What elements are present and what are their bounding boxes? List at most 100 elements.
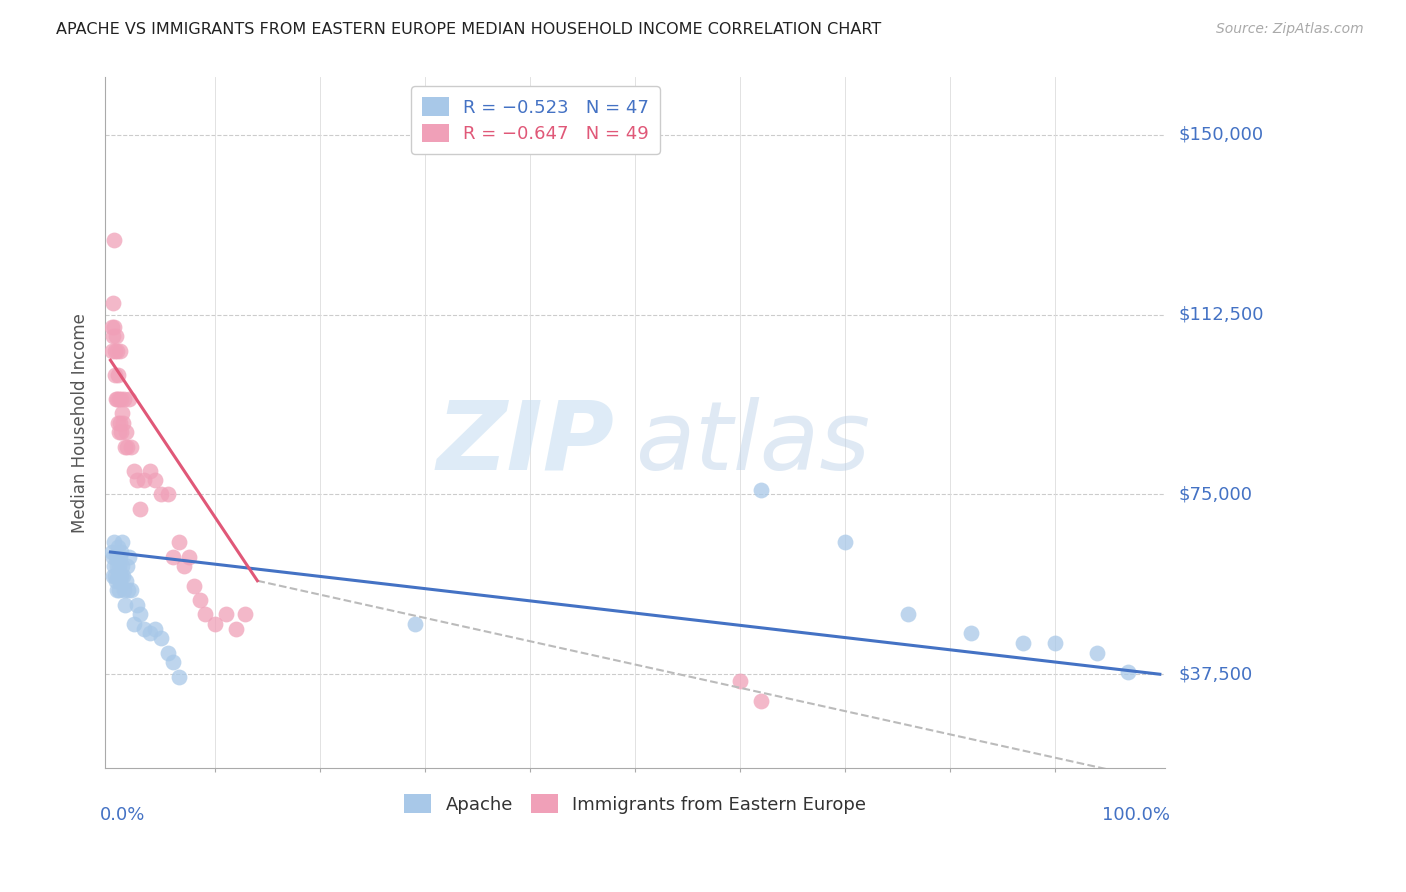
Point [149, 632, 172, 646]
Point [112, 569, 135, 583]
Point [132, 473, 155, 487]
Point [173, 559, 195, 574]
Point [114, 598, 136, 612]
Point [110, 545, 132, 559]
Point [143, 473, 166, 487]
Point [157, 646, 180, 660]
Point [167, 670, 190, 684]
Point [100, 545, 122, 559]
Point [117, 583, 139, 598]
Point [104, 343, 127, 358]
Point [162, 549, 184, 564]
Point [115, 425, 138, 439]
Point [114, 440, 136, 454]
Point [117, 440, 139, 454]
Point [132, 622, 155, 636]
Point [404, 616, 426, 631]
Point [104, 569, 127, 583]
Point [128, 607, 150, 622]
Point [118, 392, 141, 406]
Point [1043, 636, 1066, 650]
Point [122, 463, 145, 477]
Point [107, 416, 129, 430]
Point [108, 583, 131, 598]
Point [108, 416, 131, 430]
Point [104, 329, 127, 343]
Point [834, 535, 856, 549]
Point [179, 549, 201, 564]
Point [749, 693, 772, 707]
Text: ZIP: ZIP [436, 397, 614, 490]
Point [162, 655, 184, 669]
Point [112, 392, 135, 406]
Text: Source: ZipAtlas.com: Source: ZipAtlas.com [1216, 22, 1364, 37]
Point [183, 578, 205, 592]
Point [104, 392, 127, 406]
Point [139, 463, 162, 477]
Point [108, 392, 131, 406]
Point [107, 540, 129, 554]
Point [188, 593, 211, 607]
Point [1012, 636, 1035, 650]
Point [105, 583, 128, 598]
Point [112, 416, 135, 430]
Point [960, 626, 983, 640]
Text: $75,000: $75,000 [1180, 485, 1253, 503]
Point [143, 622, 166, 636]
Point [117, 559, 139, 574]
Point [108, 343, 131, 358]
Point [101, 549, 124, 564]
Point [112, 583, 135, 598]
Point [128, 501, 150, 516]
Text: $150,000: $150,000 [1180, 126, 1264, 144]
Point [215, 607, 238, 622]
Point [115, 574, 138, 588]
Point [110, 569, 132, 583]
Point [111, 406, 134, 420]
Point [100, 319, 122, 334]
Point [204, 616, 226, 631]
Point [108, 559, 131, 574]
Point [233, 607, 256, 622]
Point [105, 343, 128, 358]
Point [105, 392, 128, 406]
Point [118, 549, 141, 564]
Point [157, 487, 180, 501]
Point [104, 368, 127, 382]
Point [101, 569, 124, 583]
Point [103, 559, 125, 574]
Text: $112,500: $112,500 [1180, 306, 1264, 324]
Point [167, 535, 190, 549]
Point [111, 559, 134, 574]
Point [897, 607, 920, 622]
Point [111, 535, 134, 549]
Point [728, 674, 751, 689]
Y-axis label: Median Household Income: Median Household Income [72, 312, 89, 533]
Point [107, 569, 129, 583]
Point [108, 574, 131, 588]
Point [110, 425, 132, 439]
Text: atlas: atlas [636, 397, 870, 490]
Point [103, 535, 125, 549]
Point [225, 622, 247, 636]
Point [1118, 665, 1140, 679]
Point [104, 549, 127, 564]
Point [107, 368, 129, 382]
Point [101, 329, 124, 343]
Legend: Apache, Immigrants from Eastern Europe: Apache, Immigrants from Eastern Europe [396, 787, 873, 821]
Point [125, 598, 148, 612]
Point [103, 319, 125, 334]
Point [103, 234, 125, 248]
Point [139, 626, 162, 640]
Point [108, 425, 131, 439]
Point [149, 487, 172, 501]
Point [120, 440, 142, 454]
Text: $37,500: $37,500 [1180, 665, 1253, 683]
Point [100, 343, 122, 358]
Point [101, 295, 124, 310]
Point [122, 616, 145, 631]
Point [110, 392, 132, 406]
Point [125, 473, 148, 487]
Text: APACHE VS IMMIGRANTS FROM EASTERN EUROPE MEDIAN HOUSEHOLD INCOME CORRELATION CHA: APACHE VS IMMIGRANTS FROM EASTERN EUROPE… [56, 22, 882, 37]
Point [1085, 646, 1108, 660]
